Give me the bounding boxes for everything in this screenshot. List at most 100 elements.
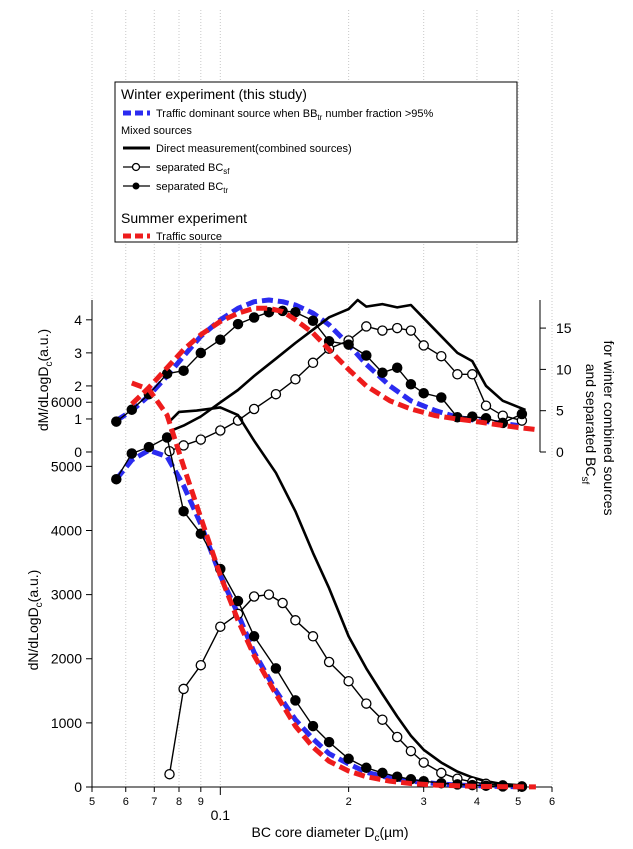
top-series-3-point-8 xyxy=(250,313,259,322)
bottom-series-3-line xyxy=(116,438,522,787)
x-tick-label-8: 4 xyxy=(474,796,480,808)
bottom-y-tick-label-5: 5000 xyxy=(51,458,82,474)
bottom-series-2-point-1 xyxy=(179,684,188,693)
top-series-3-point-5 xyxy=(196,348,205,357)
top-series-3-point-19 xyxy=(419,389,428,398)
legend-direct-label: Direct measurement(combined sources) xyxy=(156,143,352,155)
bottom-series-3-point-2 xyxy=(144,443,153,452)
x-tick-label-9: 5 xyxy=(515,796,521,808)
bottom-series-2-point-16 xyxy=(419,758,428,767)
bottom-series-3-point-8 xyxy=(250,632,259,641)
bottom-series-2-point-2 xyxy=(196,661,205,670)
top-series-3-point-16 xyxy=(378,368,387,377)
top-series-3-point-0 xyxy=(112,417,121,426)
bottom-series-2-point-0 xyxy=(165,770,174,779)
top-panel-series xyxy=(112,300,536,456)
x-tick-label-2: 7 xyxy=(151,796,157,808)
bottom-series-3-point-1 xyxy=(127,449,136,458)
top-series-2-point-3 xyxy=(216,426,225,435)
top-series-3-point-14 xyxy=(344,340,353,349)
legend-sep-tr-swatch-marker xyxy=(133,183,140,190)
top-right-tick-label-2: 10 xyxy=(556,361,572,377)
x-tick-label-5: 0.1 xyxy=(211,807,231,823)
top-series-3-point-12 xyxy=(308,316,317,325)
bottom-series-3-point-13 xyxy=(344,754,353,763)
bottom-y-tick-label-4: 4000 xyxy=(51,522,82,538)
top-panel-axes: 0 1 2 3 4 0 5 10 15 xyxy=(74,300,572,460)
x-axis-title: BC core diameter Dc(µm) xyxy=(252,824,409,844)
bottom-series-2-point-15 xyxy=(406,747,415,756)
top-series-3-point-18 xyxy=(406,380,415,389)
right-y-axis-title-line1: for winter combined sources xyxy=(601,340,617,515)
bottom-series-3-point-9 xyxy=(271,664,280,673)
top-y-axis-title: dM/dLogDc(a.u.) xyxy=(35,329,55,431)
x-tick-label-1: 6 xyxy=(123,796,129,808)
top-series-2-point-6 xyxy=(271,390,280,399)
bottom-y-axis-title: dN/dLogDc(a.u.) xyxy=(25,570,45,671)
top-series-2-point-14 xyxy=(406,326,415,335)
top-series-3-point-1 xyxy=(127,405,136,414)
top-series-2-point-12 xyxy=(378,326,387,335)
top-series-2-point-7 xyxy=(291,375,300,384)
legend-sep-sf-swatch-marker xyxy=(133,164,140,171)
bottom-series-2-point-3 xyxy=(216,622,225,631)
top-left-tick-label-4: 4 xyxy=(74,312,82,328)
bottom-series-2-point-5 xyxy=(250,592,259,601)
top-left-tick-label-2: 2 xyxy=(74,378,82,394)
bottom-y-tick-label-0: 0 xyxy=(74,779,82,795)
bottom-series-2-point-13 xyxy=(378,715,387,724)
legend-summer-title: Summer experiment xyxy=(121,210,247,226)
bottom-series-3-point-11 xyxy=(308,722,317,731)
top-series-3-point-15 xyxy=(362,351,371,360)
bottom-series-2-point-14 xyxy=(393,732,402,741)
legend-sep-tr-label: separated BCtr xyxy=(156,181,228,195)
x-tick-label-0: 5 xyxy=(89,796,95,808)
bottom-series-4-line xyxy=(132,383,536,787)
bottom-series-3-point-12 xyxy=(325,738,334,747)
top-left-tick-label-1: 1 xyxy=(74,411,82,427)
bottom-series-3-point-15 xyxy=(378,768,387,777)
bottom-series-3-point-14 xyxy=(362,763,371,772)
top-right-tick-label-3: 15 xyxy=(556,320,572,336)
top-series-2-point-2 xyxy=(196,435,205,444)
top-left-tick-label-3: 3 xyxy=(74,345,82,361)
bottom-y-tick-label-6: 6000 xyxy=(51,394,82,410)
top-series-2-point-5 xyxy=(250,404,259,413)
bottom-series-2-point-8 xyxy=(291,616,300,625)
bottom-series-2-point-10 xyxy=(325,657,334,666)
bottom-series-2-point-11 xyxy=(344,677,353,686)
top-series-3-point-6 xyxy=(216,335,225,344)
top-series-2-point-19 xyxy=(481,401,490,410)
bottom-y-tick-label-2: 2000 xyxy=(51,651,82,667)
x-tick-label-3: 8 xyxy=(176,796,182,808)
legend-sep-sf-label: separated BCsf xyxy=(156,162,230,176)
top-right-tick-label-0: 0 xyxy=(556,444,564,460)
bottom-panel-axes: 0 1000 2000 3000 4000 5000 6000 5 6 7 8 9 0.1 2 3 4 5 6 xyxy=(51,383,555,823)
x-tick-label-7: 3 xyxy=(421,796,427,808)
top-series-3-point-4 xyxy=(179,366,188,375)
legend: Winter experiment (this study) Traffic d… xyxy=(115,82,517,243)
top-series-2-point-18 xyxy=(468,370,477,379)
top-series-2-point-13 xyxy=(393,324,402,333)
bottom-series-0-line xyxy=(116,450,518,786)
top-series-2-point-8 xyxy=(308,358,317,367)
bottom-series-3-point-10 xyxy=(291,696,300,705)
top-series-2-point-11 xyxy=(362,322,371,331)
bottom-series-2-point-12 xyxy=(362,699,371,708)
bottom-series-3-point-0 xyxy=(112,475,121,484)
x-tick-label-4: 9 xyxy=(198,796,204,808)
bottom-series-2-point-9 xyxy=(308,632,317,641)
bottom-series-3-point-4 xyxy=(179,507,188,516)
x-tick-label-10: 6 xyxy=(549,796,555,808)
top-series-3-point-17 xyxy=(393,363,402,372)
legend-winter-title: Winter experiment (this study) xyxy=(121,86,307,102)
bottom-y-tick-label-1: 1000 xyxy=(51,715,82,731)
bottom-panel-series xyxy=(112,383,536,791)
legend-summer-traffic-label: Traffic source xyxy=(156,231,222,243)
top-series-3-point-7 xyxy=(233,320,242,329)
bottom-y-tick-label-3: 3000 xyxy=(51,587,82,603)
x-tick-label-6: 2 xyxy=(346,796,352,808)
bottom-series-2-point-7 xyxy=(278,598,287,607)
